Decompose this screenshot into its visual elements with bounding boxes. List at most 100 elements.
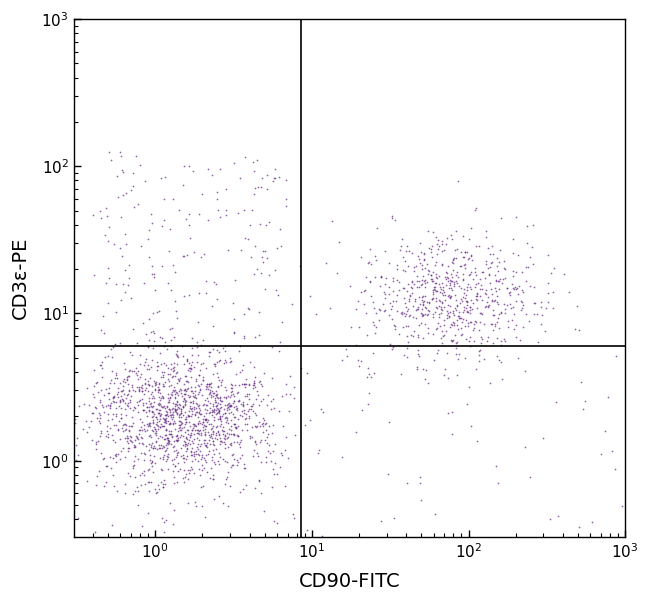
Point	[124, 425, 134, 435]
Point	[439, 330, 449, 340]
Point	[518, 300, 528, 309]
Point	[125, 471, 135, 481]
Point	[146, 442, 157, 452]
Point	[404, 294, 414, 304]
Point	[158, 379, 168, 388]
Point	[277, 317, 287, 326]
Point	[370, 255, 381, 264]
Point	[201, 276, 211, 286]
Point	[113, 424, 124, 434]
Point	[352, 296, 363, 306]
Point	[128, 385, 138, 394]
Point	[471, 270, 482, 279]
Point	[179, 453, 189, 462]
Point	[175, 385, 185, 394]
Point	[165, 418, 176, 428]
Point	[242, 419, 252, 429]
Point	[78, 424, 88, 433]
Point	[161, 425, 172, 435]
Point	[390, 321, 400, 330]
Point	[274, 406, 284, 416]
Point	[179, 393, 189, 402]
Point	[240, 392, 250, 402]
Point	[150, 424, 160, 433]
Point	[413, 333, 423, 343]
Point	[135, 415, 145, 424]
Point	[362, 330, 372, 340]
Point	[387, 342, 398, 352]
Point	[229, 402, 239, 411]
Point	[169, 332, 179, 342]
Point	[180, 437, 190, 447]
Point	[443, 373, 454, 383]
Point	[190, 386, 201, 396]
Point	[188, 420, 198, 429]
Point	[438, 285, 448, 294]
Point	[199, 463, 209, 473]
Point	[198, 358, 208, 368]
Point	[168, 194, 178, 203]
Point	[574, 325, 584, 335]
Point	[119, 374, 129, 384]
Point	[411, 261, 421, 271]
Point	[161, 456, 172, 466]
Point	[114, 417, 124, 426]
Point	[207, 301, 217, 311]
Point	[426, 275, 437, 284]
Point	[168, 420, 178, 429]
Point	[404, 311, 415, 320]
Point	[171, 405, 181, 415]
Point	[150, 412, 161, 421]
Point	[238, 400, 248, 409]
Point	[163, 464, 174, 474]
Point	[410, 296, 421, 306]
Point	[147, 381, 157, 391]
Point	[133, 385, 144, 394]
Point	[218, 343, 228, 352]
Point	[168, 411, 179, 420]
Point	[177, 402, 188, 411]
Point	[424, 265, 435, 275]
Point	[149, 423, 159, 432]
Point	[141, 402, 151, 412]
Point	[220, 341, 230, 350]
Point	[421, 297, 432, 307]
Point	[118, 396, 129, 406]
Point	[162, 437, 173, 447]
Point	[200, 399, 210, 409]
Point	[158, 414, 168, 423]
Point	[112, 393, 123, 402]
Point	[140, 383, 151, 393]
Point	[192, 439, 203, 449]
Point	[495, 358, 506, 367]
Point	[170, 385, 180, 395]
Point	[387, 314, 398, 323]
Point	[174, 416, 184, 426]
Point	[224, 467, 234, 476]
Point	[143, 386, 153, 396]
Point	[478, 355, 489, 364]
Point	[168, 442, 178, 452]
Point	[420, 303, 430, 312]
Point	[239, 405, 250, 415]
Point	[448, 310, 459, 320]
Point	[220, 409, 231, 418]
Point	[187, 465, 198, 474]
Point	[244, 380, 254, 389]
Point	[188, 167, 198, 176]
Point	[445, 293, 456, 302]
Point	[129, 402, 140, 412]
Point	[261, 438, 272, 448]
Point	[404, 246, 414, 256]
Point	[451, 338, 462, 348]
Point	[436, 285, 446, 294]
Point	[480, 285, 491, 295]
Point	[155, 399, 165, 409]
Point	[252, 421, 262, 431]
Point	[443, 300, 453, 309]
Point	[103, 352, 113, 361]
Point	[400, 309, 411, 319]
Point	[285, 371, 296, 380]
Point	[416, 318, 426, 328]
Point	[368, 317, 378, 327]
